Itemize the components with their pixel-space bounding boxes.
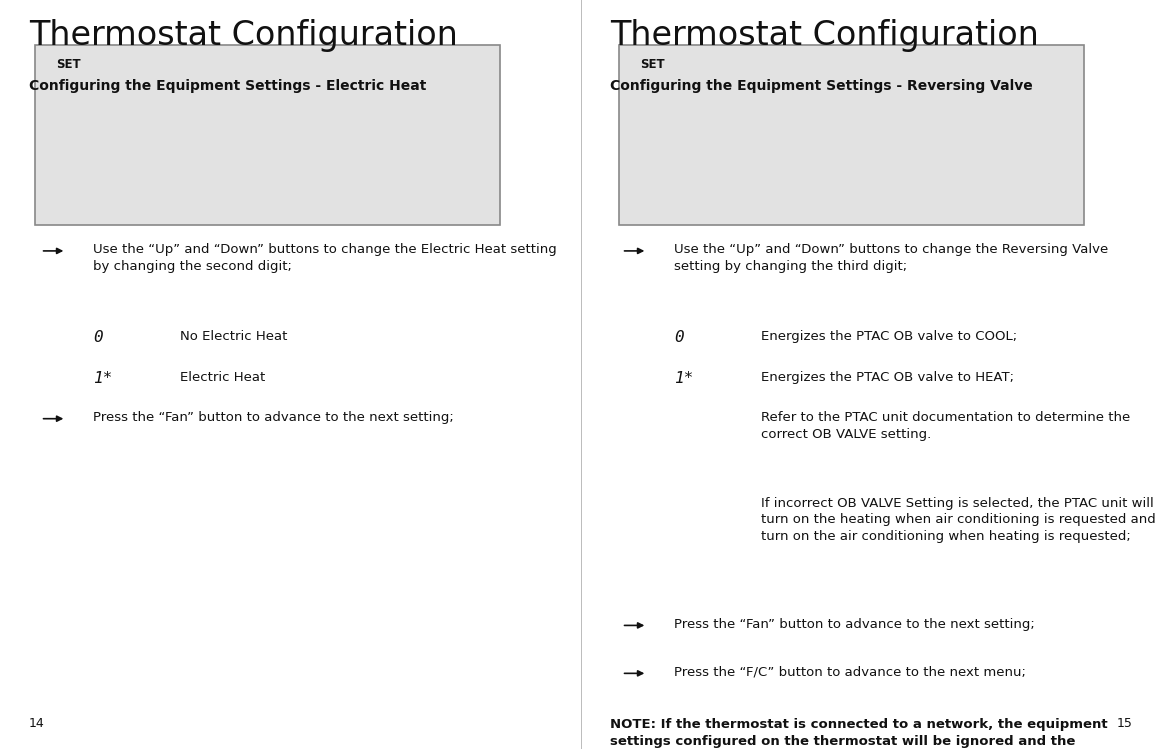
- Text: Press the “Fan” button to advance to the next setting;: Press the “Fan” button to advance to the…: [674, 618, 1034, 631]
- Text: 14: 14: [29, 718, 45, 730]
- Text: Thermostat Configuration: Thermostat Configuration: [610, 19, 1039, 52]
- Bar: [619, 45, 1084, 225]
- Polygon shape: [177, 142, 191, 194]
- Text: Energizes the PTAC OB valve to HEAT;: Energizes the PTAC OB valve to HEAT;: [761, 371, 1014, 383]
- Bar: [35, 45, 500, 225]
- Text: 15: 15: [1117, 718, 1133, 730]
- Text: 0: 0: [93, 330, 102, 345]
- Text: 1*: 1*: [93, 371, 113, 386]
- Text: 0: 0: [674, 330, 683, 345]
- Text: If incorrect OB VALVE Setting is selected, the PTAC unit will
turn on the heatin: If incorrect OB VALVE Setting is selecte…: [761, 497, 1156, 542]
- Polygon shape: [854, 82, 868, 135]
- Text: 1*: 1*: [674, 371, 694, 386]
- Text: Press the “F/C” button to advance to the next menu;: Press the “F/C” button to advance to the…: [674, 666, 1026, 679]
- Polygon shape: [761, 142, 775, 194]
- Polygon shape: [363, 142, 376, 194]
- Text: Thermostat Configuration: Thermostat Configuration: [29, 19, 458, 52]
- Polygon shape: [270, 142, 284, 194]
- Polygon shape: [177, 82, 191, 135]
- Text: NOTE: If the thermostat is connected to a network, the equipment
settings config: NOTE: If the thermostat is connected to …: [610, 718, 1124, 749]
- Text: Electric Heat: Electric Heat: [180, 371, 265, 383]
- Text: Energizes the PTAC OB valve to COOL;: Energizes the PTAC OB valve to COOL;: [761, 330, 1017, 343]
- Polygon shape: [947, 142, 961, 194]
- Polygon shape: [270, 82, 284, 135]
- Text: SET: SET: [56, 58, 80, 71]
- Text: Use the “Up” and “Down” buttons to change the Reversing Valve
setting by changin: Use the “Up” and “Down” buttons to chang…: [674, 243, 1109, 273]
- Polygon shape: [363, 82, 376, 135]
- Text: Configuring the Equipment Settings - Reversing Valve: Configuring the Equipment Settings - Rev…: [610, 79, 1033, 93]
- Polygon shape: [947, 82, 961, 135]
- Text: Press the “Fan” button to advance to the next setting;: Press the “Fan” button to advance to the…: [93, 411, 453, 424]
- Text: No Electric Heat: No Electric Heat: [180, 330, 287, 343]
- Text: SET: SET: [640, 58, 665, 71]
- Text: Use the “Up” and “Down” buttons to change the Electric Heat setting
by changing : Use the “Up” and “Down” buttons to chang…: [93, 243, 557, 273]
- Text: Refer to the PTAC unit documentation to determine the
correct OB VALVE setting.: Refer to the PTAC unit documentation to …: [761, 411, 1131, 440]
- Polygon shape: [761, 82, 775, 135]
- Polygon shape: [854, 142, 868, 194]
- Text: Configuring the Equipment Settings - Electric Heat: Configuring the Equipment Settings - Ele…: [29, 79, 426, 93]
